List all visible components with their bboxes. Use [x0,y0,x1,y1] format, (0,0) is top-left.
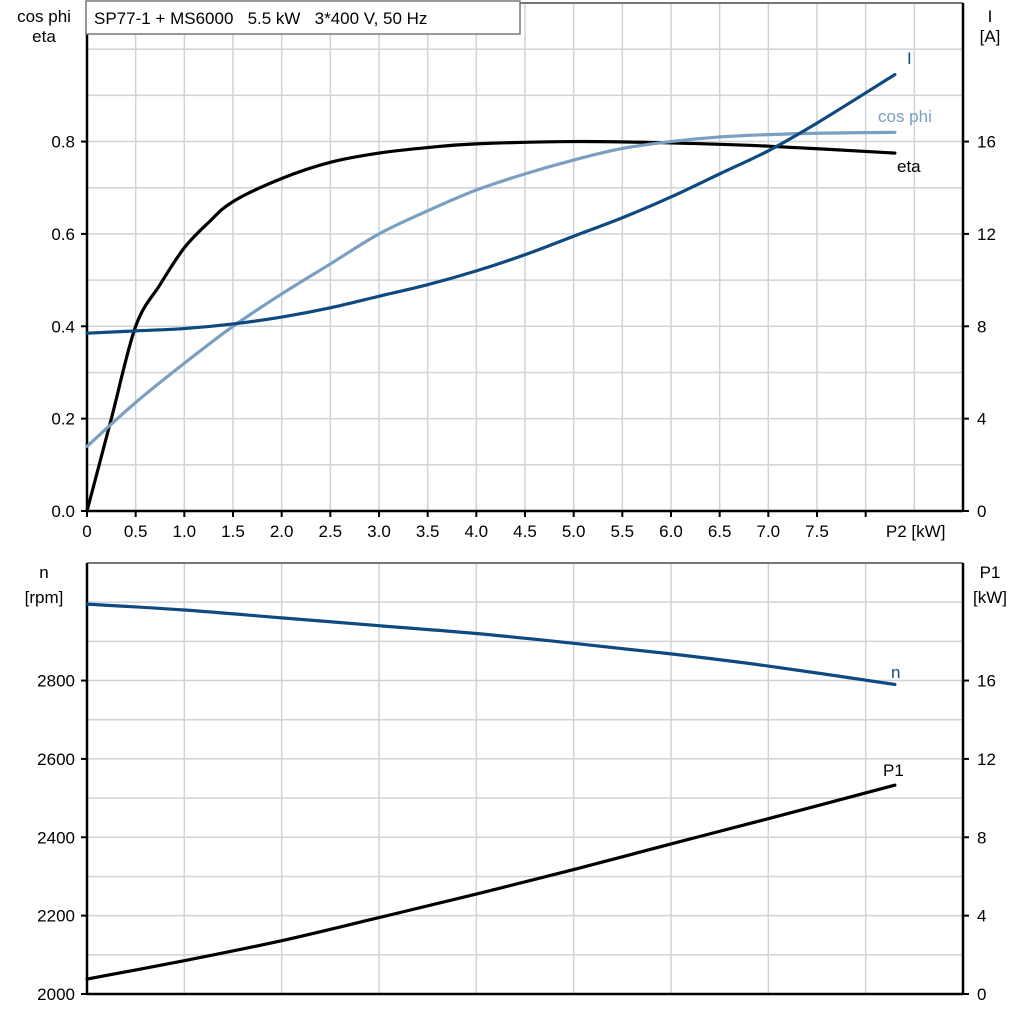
y-tick-label-left: 0.4 [51,317,75,336]
y-axis-label-left: cos phi [17,7,71,26]
x-tick-label: 1.0 [173,522,197,541]
x-tick-label: 2.5 [319,522,343,541]
series-label-n: n [891,663,900,682]
y-axis-label-left-unit: [rpm] [25,588,64,607]
y-tick-label-left: 2800 [37,672,75,691]
plot-panel-2: 2000 2200 2400 2600 2800 0 4 8 12 16 n [rpm] P1 [kW] n… [25,562,1007,1004]
y-tick-label-left: 2400 [37,828,75,847]
series-label-cos-phi: cos phi [878,107,932,126]
y-tick-label-right: 0 [977,985,986,1004]
y-tick-label-right: 8 [977,828,986,847]
y-axis-label-left-unit: eta [32,27,56,46]
series-label-i: I [907,49,912,68]
series-line-i [85,72,897,335]
y-tick-label-right: 0 [977,502,986,521]
y-tick-label-left: 2200 [37,907,75,926]
y-tick-label-right: 4 [977,907,986,926]
x-tick-label: 7.0 [757,522,781,541]
x-tick-label: 5.0 [562,522,586,541]
y-tick-label-left: 0.8 [51,133,75,152]
y-axis-label-right-unit: [A] [980,27,1001,46]
x-tick-label: 6.0 [659,522,683,541]
x-tick-label: 1.5 [221,522,245,541]
x-tick-label: 7.5 [805,522,829,541]
x-tick-label: 4.5 [513,522,537,541]
y-tick-label-right: 16 [977,672,996,691]
x-tick-label: 0.5 [124,522,148,541]
y-tick-label-left: 2000 [37,985,75,1004]
x-tick-label: 3.0 [367,522,391,541]
series-label-eta: eta [897,157,921,176]
y-axis-label-right: I [988,7,993,26]
x-tick-label: 4.0 [465,522,489,541]
y-tick-label-left: 2600 [37,750,75,769]
y-tick-label-left: 0.6 [51,225,75,244]
y-tick-label-left: 0.0 [51,502,75,521]
y-tick-label-right: 8 [977,317,986,336]
y-tick-label-right: 16 [977,133,996,152]
title-box [85,0,521,35]
x-axis-label: P2 [kW] [886,522,946,541]
y-tick-label-left: 0.2 [51,410,75,429]
series-line-n [85,602,897,687]
y-axis-label-left: n [39,563,48,582]
y-tick-label-right: 4 [977,410,986,429]
series-line-p1 [85,783,897,981]
x-tick-label: 0 [82,522,91,541]
chart-title: SP77-1 + MS6000 5.5 kW 3*400 V, 50 Hz [94,9,427,28]
y-tick-label-right: 12 [977,225,996,244]
x-tick-label: 5.5 [611,522,635,541]
x-tick-label: 2.0 [270,522,294,541]
x-tick-label: 6.5 [708,522,732,541]
y-tick-label-right: 12 [977,750,996,769]
x-tick-label: 3.5 [416,522,440,541]
series-line-cos-phi [85,130,897,448]
y-axis-label-right-unit: [kW] [973,588,1007,607]
series-label-p1: P1 [883,761,904,780]
y-axis-label-right: P1 [980,563,1001,582]
